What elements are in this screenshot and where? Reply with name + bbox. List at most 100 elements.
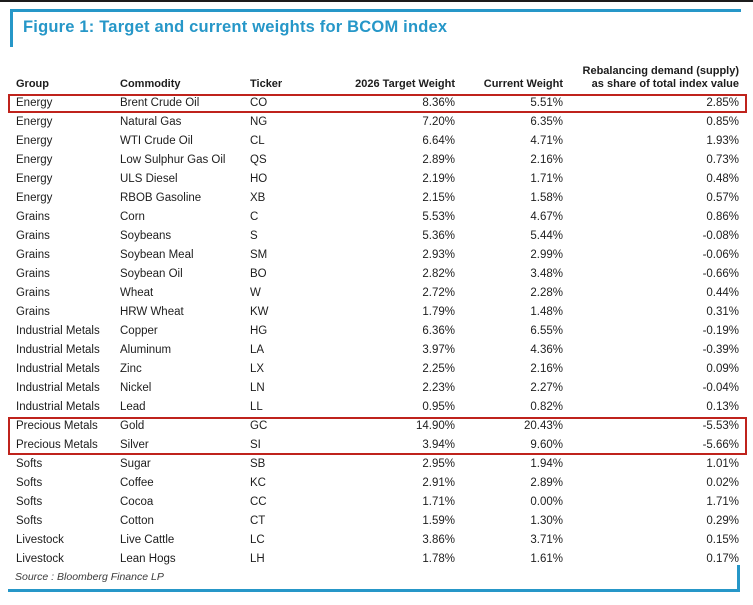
cell-ticker: LN <box>250 382 265 394</box>
top-black-line <box>0 0 753 2</box>
cell-target: 2.23% <box>422 382 455 394</box>
cell-rebalancing: -0.04% <box>702 382 739 394</box>
cell-commodity: Soybean Meal <box>120 249 194 261</box>
cell-group: Energy <box>16 192 53 204</box>
cell-commodity: WTI Crude Oil <box>120 135 193 147</box>
source-note: Source : Bloomberg Finance LP <box>15 571 164 583</box>
cell-group: Industrial Metals <box>16 363 100 375</box>
figure-title: Figure 1: Target and current weights for… <box>23 18 448 36</box>
cell-commodity: Coffee <box>120 477 154 489</box>
cell-group: Grains <box>16 287 50 299</box>
cell-target: 1.78% <box>422 553 455 565</box>
cell-group: Industrial Metals <box>16 401 100 413</box>
cell-ticker: GC <box>250 420 268 432</box>
header-current-weight: Current Weight <box>483 78 563 90</box>
cell-group: Livestock <box>16 534 64 546</box>
cell-rebalancing: 0.13% <box>706 401 739 413</box>
cell-commodity: RBOB Gasoline <box>120 192 202 204</box>
cell-target: 3.97% <box>422 344 455 356</box>
table-row: Grains Soybean Oil BO 2.82% 3.48% -0.66% <box>8 265 747 284</box>
table-row: Grains Soybean Meal SM 2.93% 2.99% -0.06% <box>8 246 747 265</box>
cell-ticker: CT <box>250 515 266 527</box>
table-row: Softs Coffee KC 2.91% 2.89% 0.02% <box>8 474 747 493</box>
table-row: Energy Low Sulphur Gas Oil QS 2.89% 2.16% 0.7… <box>8 151 747 170</box>
cell-ticker: CL <box>250 135 265 147</box>
cell-ticker: S <box>250 230 258 242</box>
table-row: Grains Wheat W 2.72% 2.28% 0.44% <box>8 284 747 303</box>
cell-ticker: QS <box>250 154 267 166</box>
cell-ticker: LL <box>250 401 263 413</box>
header-rebalancing-line1: Rebalancing demand (supply) <box>582 65 739 77</box>
header-rebalancing-demand: Rebalancing demand (supply) as share of … <box>563 65 739 94</box>
cell-commodity: HRW Wheat <box>120 306 184 318</box>
cell-rebalancing: -0.66% <box>702 268 739 280</box>
cell-ticker: SI <box>250 439 261 451</box>
cell-commodity: Low Sulphur Gas Oil <box>120 154 226 166</box>
cell-ticker: BO <box>250 268 267 280</box>
cell-group: Softs <box>16 458 43 470</box>
table-row: Industrial Metals Nickel LN 2.23% 2.27% -0.04… <box>8 379 747 398</box>
cell-current: 1.61% <box>530 553 563 565</box>
cell-commodity: Gold <box>120 420 145 432</box>
cell-target: 8.36% <box>422 97 455 109</box>
cell-group: Grains <box>16 230 50 242</box>
table-row: Grains Corn C 5.53% 4.67% 0.86% <box>8 208 747 227</box>
cell-group: Industrial Metals <box>16 325 100 337</box>
table-row: Industrial Metals Lead LL 0.95% 0.82% 0.13% <box>8 398 747 417</box>
cell-target: 2.72% <box>422 287 455 299</box>
cell-rebalancing: 0.85% <box>706 116 739 128</box>
cell-ticker: LH <box>250 553 265 565</box>
cell-current: 0.00% <box>530 496 563 508</box>
cell-rebalancing: -0.39% <box>702 344 739 356</box>
cell-group: Energy <box>16 173 53 185</box>
cell-current: 2.28% <box>530 287 563 299</box>
cell-group: Softs <box>16 496 43 508</box>
table-row: Energy Natural Gas NG 7.20% 6.35% 0.85% <box>8 113 747 132</box>
cell-rebalancing: -5.66% <box>702 439 739 451</box>
table-row: Industrial Metals Zinc LX 2.25% 2.16% 0.09% <box>8 360 747 379</box>
cell-target: 2.89% <box>422 154 455 166</box>
cell-group: Industrial Metals <box>16 382 100 394</box>
cell-target: 3.86% <box>422 534 455 546</box>
table-row: Industrial Metals Aluminum LA 3.97% 4.36% -0.… <box>8 341 747 360</box>
cell-commodity: Wheat <box>120 287 154 299</box>
cell-rebalancing: -0.19% <box>702 325 739 337</box>
cell-target: 1.59% <box>422 515 455 527</box>
cell-group: Softs <box>16 477 43 489</box>
cell-ticker: SM <box>250 249 268 261</box>
cell-target: 1.79% <box>422 306 455 318</box>
cell-group: Energy <box>16 116 53 128</box>
cell-current: 1.71% <box>530 173 563 185</box>
cell-target: 0.95% <box>422 401 455 413</box>
cell-rebalancing: 1.71% <box>706 496 739 508</box>
cell-commodity: Lead <box>120 401 146 413</box>
header-ticker: Ticker <box>250 78 283 90</box>
cell-current: 5.51% <box>530 97 563 109</box>
cell-target: 6.64% <box>422 135 455 147</box>
cell-rebalancing: -0.06% <box>702 249 739 261</box>
accent-bottom-right-rule <box>737 565 740 592</box>
cell-current: 1.30% <box>530 515 563 527</box>
cell-commodity: Cotton <box>120 515 154 527</box>
cell-rebalancing: 1.01% <box>706 458 739 470</box>
cell-commodity: Natural Gas <box>120 116 182 128</box>
cell-group: Precious Metals <box>16 439 98 451</box>
cell-current: 20.43% <box>523 420 563 432</box>
cell-commodity: Lean Hogs <box>120 553 176 565</box>
cell-group: Grains <box>16 268 50 280</box>
cell-rebalancing: 0.73% <box>706 154 739 166</box>
cell-current: 1.48% <box>530 306 563 318</box>
cell-current: 6.55% <box>530 325 563 337</box>
cell-ticker: XB <box>250 192 266 204</box>
cell-group: Precious Metals <box>16 420 98 432</box>
cell-rebalancing: 0.29% <box>706 515 739 527</box>
cell-target: 2.19% <box>422 173 455 185</box>
cell-ticker: LC <box>250 534 265 546</box>
cell-commodity: Cocoa <box>120 496 154 508</box>
header-rebalancing-line2: as share of total index value <box>591 78 739 90</box>
cell-group: Grains <box>16 306 50 318</box>
cell-rebalancing: 0.31% <box>706 306 739 318</box>
cell-ticker: W <box>250 287 261 299</box>
cell-commodity: Soybeans <box>120 230 172 242</box>
cell-current: 1.94% <box>530 458 563 470</box>
